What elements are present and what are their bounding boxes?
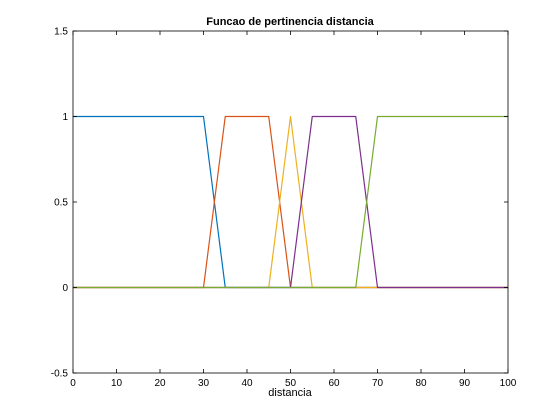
x-tick-label: 70 <box>372 378 384 389</box>
x-tick-label: 0 <box>70 378 76 389</box>
y-tick-label: 0 <box>62 283 68 294</box>
x-tick-label: 30 <box>198 378 210 389</box>
x-tick-label: 90 <box>459 378 471 389</box>
series-layer <box>73 115 508 289</box>
y-tick-label: -0.5 <box>51 369 69 380</box>
y-tick-label: 1.5 <box>54 27 68 38</box>
y-tick-label: 1 <box>62 112 68 123</box>
x-axis: 0 10 20 30 40 50 60 70 80 90 100 <box>70 31 517 389</box>
y-axis: -0.5 0 0.5 1 1.5 <box>51 27 508 380</box>
x-tick-label: 60 <box>328 378 340 389</box>
series-line-5 <box>73 115 508 289</box>
y-tick-label: 0.5 <box>54 198 68 209</box>
x-axis-title: distancia <box>268 387 312 399</box>
x-tick-label: 80 <box>415 378 427 389</box>
x-tick-label: 20 <box>154 378 166 389</box>
x-tick-label: 100 <box>500 378 517 389</box>
x-tick-label: 10 <box>111 378 123 389</box>
chart-title: Funcao de pertinencia distancia <box>206 16 374 28</box>
plot-area <box>73 31 508 373</box>
x-tick-label: 40 <box>241 378 253 389</box>
x-tick-label: 50 <box>285 378 297 389</box>
